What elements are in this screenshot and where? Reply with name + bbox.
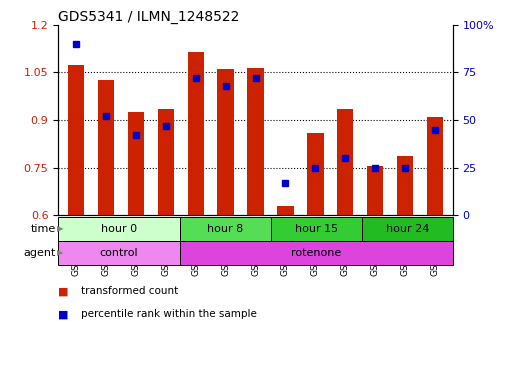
- Bar: [247, 68, 263, 215]
- Text: agent: agent: [23, 248, 56, 258]
- Text: GDS5341 / ILMN_1248522: GDS5341 / ILMN_1248522: [58, 10, 239, 24]
- Bar: [307, 132, 323, 215]
- Bar: [68, 65, 84, 215]
- Bar: [179, 217, 270, 241]
- Bar: [217, 69, 233, 215]
- Text: percentile rank within the sample: percentile rank within the sample: [81, 310, 257, 319]
- Bar: [97, 80, 114, 215]
- Text: time: time: [30, 224, 56, 234]
- Bar: [277, 205, 293, 215]
- Bar: [270, 217, 361, 241]
- Text: ■: ■: [58, 286, 69, 296]
- Bar: [179, 241, 452, 265]
- Bar: [58, 217, 179, 241]
- Bar: [157, 109, 174, 215]
- Text: ■: ■: [58, 310, 69, 319]
- Bar: [426, 117, 442, 215]
- Text: hour 0: hour 0: [100, 224, 137, 234]
- Bar: [361, 217, 452, 241]
- Bar: [336, 109, 353, 215]
- Bar: [396, 156, 413, 215]
- Text: hour 24: hour 24: [385, 224, 428, 234]
- Bar: [58, 241, 179, 265]
- Text: rotenone: rotenone: [290, 248, 341, 258]
- Text: control: control: [99, 248, 138, 258]
- Text: transformed count: transformed count: [81, 286, 178, 296]
- Bar: [127, 112, 144, 215]
- Bar: [187, 52, 204, 215]
- Text: hour 15: hour 15: [294, 224, 337, 234]
- Bar: [366, 166, 383, 215]
- Text: ▶: ▶: [57, 248, 63, 257]
- Text: hour 8: hour 8: [207, 224, 243, 234]
- Text: ▶: ▶: [57, 224, 63, 233]
